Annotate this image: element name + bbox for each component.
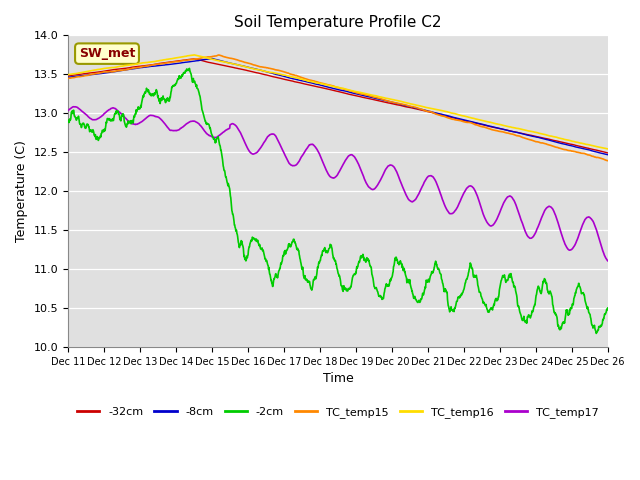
Text: SW_met: SW_met [79,47,135,60]
Legend: -32cm, -8cm, -2cm, TC_temp15, TC_temp16, TC_temp17: -32cm, -8cm, -2cm, TC_temp15, TC_temp16,… [73,402,603,422]
Y-axis label: Temperature (C): Temperature (C) [15,140,28,242]
Title: Soil Temperature Profile C2: Soil Temperature Profile C2 [234,15,442,30]
X-axis label: Time: Time [323,372,353,385]
